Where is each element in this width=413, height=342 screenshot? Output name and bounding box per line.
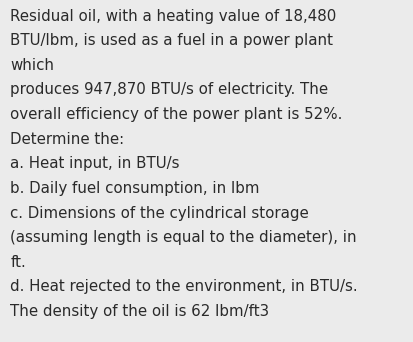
Text: The density of the oil is 62 lbm/ft3: The density of the oil is 62 lbm/ft3 bbox=[10, 304, 269, 319]
Text: c. Dimensions of the cylindrical storage: c. Dimensions of the cylindrical storage bbox=[10, 206, 309, 221]
Text: (assuming length is equal to the diameter), in: (assuming length is equal to the diamete… bbox=[10, 230, 357, 245]
Text: Residual oil, with a heating value of 18,480: Residual oil, with a heating value of 18… bbox=[10, 9, 337, 24]
Text: Determine the:: Determine the: bbox=[10, 132, 124, 147]
Text: b. Daily fuel consumption, in lbm: b. Daily fuel consumption, in lbm bbox=[10, 181, 260, 196]
Text: a. Heat input, in BTU/s: a. Heat input, in BTU/s bbox=[10, 156, 180, 171]
Text: ft.: ft. bbox=[10, 255, 26, 270]
Text: BTU/lbm, is used as a fuel in a power plant: BTU/lbm, is used as a fuel in a power pl… bbox=[10, 33, 333, 48]
Text: which: which bbox=[10, 58, 55, 73]
Text: produces 947,870 BTU/s of electricity. The: produces 947,870 BTU/s of electricity. T… bbox=[10, 82, 328, 97]
Text: overall efficiency of the power plant is 52%.: overall efficiency of the power plant is… bbox=[10, 107, 343, 122]
Text: d. Heat rejected to the environment, in BTU/s.: d. Heat rejected to the environment, in … bbox=[10, 279, 358, 294]
